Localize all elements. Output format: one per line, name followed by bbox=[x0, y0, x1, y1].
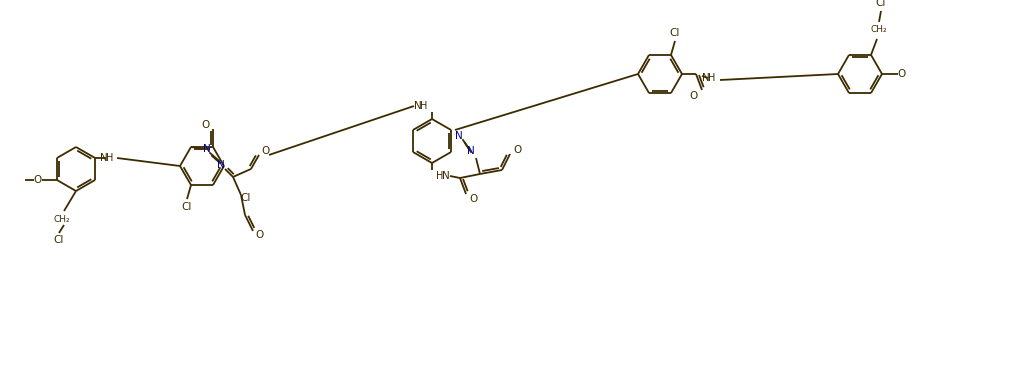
Text: Cl: Cl bbox=[240, 193, 251, 203]
Text: O: O bbox=[469, 194, 477, 204]
Text: H: H bbox=[106, 153, 114, 163]
Text: O: O bbox=[513, 145, 521, 155]
Text: H: H bbox=[420, 101, 427, 111]
Text: N: N bbox=[442, 171, 449, 181]
Text: CH₂: CH₂ bbox=[54, 215, 71, 224]
Text: N: N bbox=[702, 73, 710, 83]
Text: N: N bbox=[456, 131, 463, 141]
Text: CH₂: CH₂ bbox=[871, 26, 888, 35]
Text: N: N bbox=[203, 144, 211, 154]
Text: O: O bbox=[256, 230, 265, 240]
Text: H: H bbox=[708, 73, 716, 83]
Text: Cl: Cl bbox=[876, 0, 886, 8]
Text: N: N bbox=[100, 153, 108, 163]
Text: O: O bbox=[33, 175, 42, 185]
Text: N: N bbox=[217, 160, 225, 170]
Text: H: H bbox=[436, 171, 443, 181]
Text: N: N bbox=[414, 101, 422, 111]
Text: O: O bbox=[262, 146, 270, 156]
Text: Cl: Cl bbox=[54, 235, 65, 245]
Text: O: O bbox=[201, 120, 209, 130]
Text: Cl: Cl bbox=[182, 202, 192, 212]
Text: Cl: Cl bbox=[670, 28, 680, 38]
Text: O: O bbox=[690, 91, 698, 101]
Text: N: N bbox=[467, 146, 475, 156]
Text: O: O bbox=[898, 69, 906, 79]
